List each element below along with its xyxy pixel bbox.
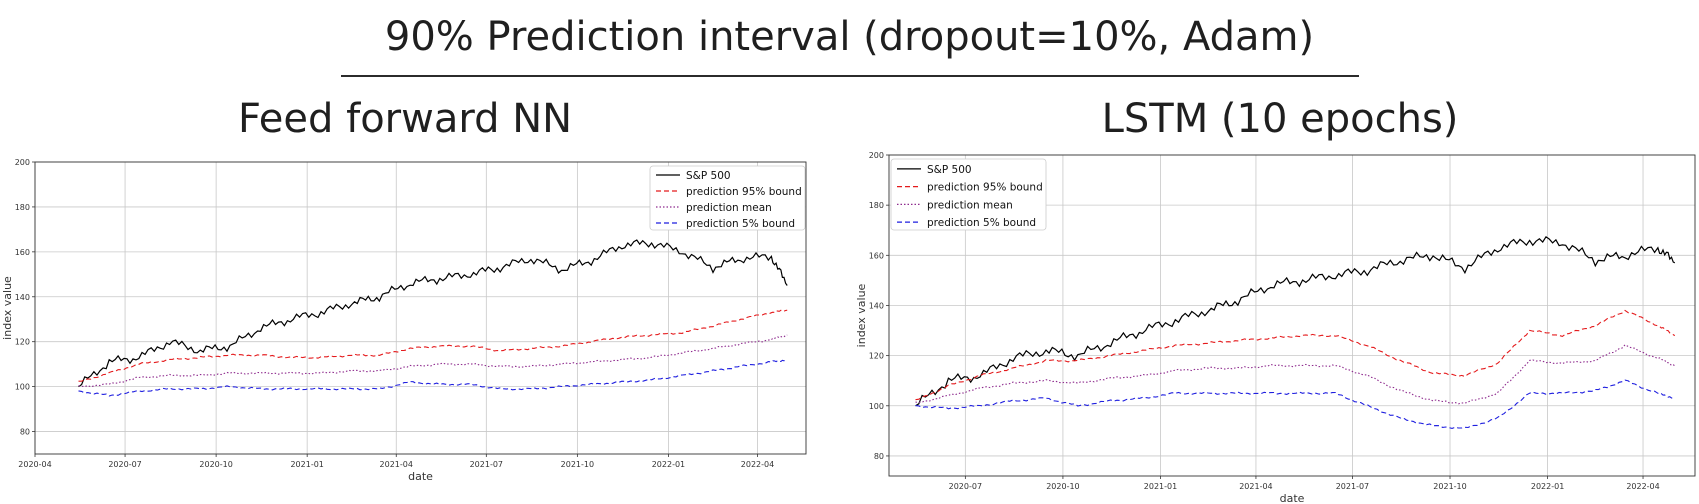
ffnn-ytick-label: 160: [15, 248, 30, 257]
lstm-chart: 2020-07 2020-10 2021-01 2021-04 2021-07 2021-…: [855, 151, 1696, 504]
ffnn-ytick-label: 100: [15, 383, 30, 392]
lstm-xtick-label: 2020-07: [949, 482, 982, 491]
lstm-ytick-label: 120: [869, 352, 884, 361]
lstm-ylabel: index value: [855, 283, 868, 347]
ffnn-xtick-label: 2020-10: [199, 460, 232, 469]
lstm-series-line: [915, 379, 1676, 429]
lstm-xlabel: date: [1280, 492, 1305, 504]
ffnn-legend-label: prediction 95% bound: [686, 186, 802, 198]
ffnn-chart-title: Feed forward NN: [237, 96, 573, 142]
lstm-series-line: [915, 309, 1676, 401]
ffnn-axes-frame: [34, 161, 807, 455]
ffnn-legend-box: [649, 165, 806, 231]
ffnn-series-line: [78, 239, 788, 388]
ffnn-xlabel: date: [408, 470, 433, 483]
ffnn-xtick-label: 2022-04: [741, 460, 774, 469]
title-underline: [341, 75, 1359, 77]
lstm-xtick-label: 2021-01: [1144, 482, 1177, 491]
ffnn-legend-label: S&P 500: [686, 170, 731, 182]
lstm-series-line: [915, 235, 1676, 407]
lstm-xtick-label: 2022-01: [1531, 482, 1564, 491]
ffnn-xtick-label: 2021-10: [561, 460, 594, 469]
lstm-legend-label: prediction mean: [927, 199, 1013, 211]
ffnn-ylabel: index value: [1, 276, 14, 340]
lstm-xtick-label: 2020-10: [1046, 482, 1079, 491]
ffnn-xtick-label: 2021-07: [470, 460, 503, 469]
lstm-xtick-label: 2021-04: [1239, 482, 1272, 491]
lstm-chart-title: LSTM (10 epochs): [1101, 96, 1459, 142]
ffnn-ytick-label: 180: [15, 203, 30, 212]
ffnn-xtick-label: 2020-04: [18, 460, 51, 469]
lstm-legend-label: prediction 5% bound: [927, 217, 1036, 229]
lstm-legend-label: prediction 95% bound: [927, 182, 1043, 194]
ffnn-xtick-label: 2022-01: [652, 460, 685, 469]
lstm-xtick-label: 2021-10: [1433, 482, 1466, 491]
ffnn-legend-label: prediction 5% bound: [686, 218, 795, 230]
lstm-ytick-label: 80: [874, 452, 884, 461]
ffnn-series-line: [78, 359, 788, 397]
lstm-legend-label: S&P 500: [927, 164, 972, 176]
ffnn-xtick-label: 2021-01: [290, 460, 323, 469]
ffnn-xtick-label: 2021-04: [380, 460, 413, 469]
lstm-ytick-label: 160: [869, 251, 884, 260]
ffnn-legend-label: prediction mean: [686, 202, 772, 214]
ffnn-xtick-label: 2020-07: [108, 460, 141, 469]
lstm-ytick-label: 140: [869, 301, 884, 310]
lstm-xtick-label: 2022-04: [1626, 482, 1659, 491]
lstm-ytick-label: 200: [869, 151, 884, 160]
lstm-xtick-label: 2021-07: [1336, 482, 1369, 491]
ffnn-chart: 2020-04 2020-07 2020-10 2021-01 2021-04 2021-…: [1, 158, 807, 483]
ffnn-ytick-label: 140: [15, 293, 30, 302]
page-title: 90% Prediction interval (dropout=10%, Ad…: [384, 14, 1315, 60]
lstm-ytick-label: 100: [869, 402, 884, 411]
ffnn-series-line: [78, 334, 788, 388]
ffnn-ytick-label: 80: [20, 428, 30, 437]
lstm-ytick-label: 180: [869, 201, 884, 210]
lstm-series-line: [915, 344, 1676, 405]
ffnn-ytick-label: 120: [15, 338, 30, 347]
ffnn-ytick-label: 200: [15, 158, 30, 167]
lstm-axes-frame: [888, 154, 1696, 477]
ffnn-series-line: [78, 309, 788, 382]
lstm-legend-box: [890, 158, 1047, 231]
